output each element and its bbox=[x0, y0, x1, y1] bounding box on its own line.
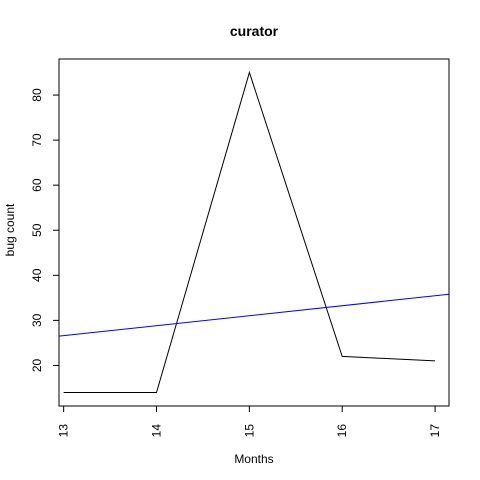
trend-line bbox=[58, 293, 450, 337]
x-axis-label: Months bbox=[234, 452, 273, 466]
chart-title: curator bbox=[230, 23, 279, 39]
x-axis: 13 14 15 16 17 bbox=[57, 405, 442, 438]
plot-frame bbox=[58, 58, 450, 407]
y-tick-label: 30 bbox=[30, 313, 44, 327]
y-tick-label: 60 bbox=[30, 178, 44, 192]
series-layer bbox=[58, 70, 450, 393]
y-tick-label: 50 bbox=[30, 223, 44, 237]
x-tick-label: 13 bbox=[57, 424, 71, 438]
y-axis-label: bug count bbox=[3, 203, 17, 256]
x-tick-label: 16 bbox=[335, 424, 349, 438]
y-tick-label: 20 bbox=[30, 358, 44, 372]
y-tick-label: 70 bbox=[30, 133, 44, 147]
y-tick-label: 40 bbox=[30, 268, 44, 282]
x-tick-label: 15 bbox=[242, 424, 256, 438]
y-tick-label: 80 bbox=[30, 88, 44, 102]
y-axis: 20 30 40 50 60 70 80 bbox=[30, 88, 60, 372]
x-tick-label: 14 bbox=[150, 424, 164, 438]
series-line bbox=[63, 70, 436, 393]
x-tick-label: 17 bbox=[428, 424, 442, 438]
